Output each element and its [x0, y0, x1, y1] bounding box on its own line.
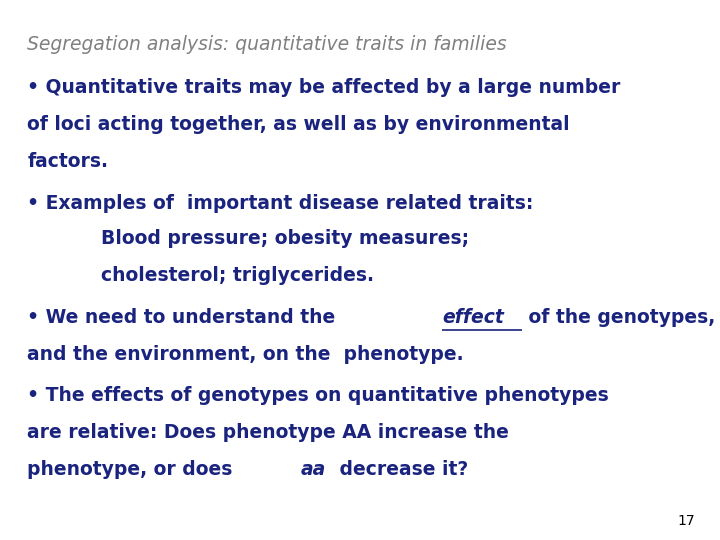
Text: cholesterol; triglycerides.: cholesterol; triglycerides. — [101, 266, 374, 285]
Text: factors.: factors. — [27, 152, 108, 171]
Text: of the genotypes,: of the genotypes, — [522, 308, 715, 327]
Text: Blood pressure; obesity measures;: Blood pressure; obesity measures; — [101, 230, 469, 248]
Text: and the environment, on the  phenotype.: and the environment, on the phenotype. — [27, 345, 464, 363]
Text: • Quantitative traits may be affected by a large number: • Quantitative traits may be affected by… — [27, 78, 621, 97]
Text: decrease it?: decrease it? — [333, 460, 469, 478]
Text: are relative: Does phenotype AA increase the: are relative: Does phenotype AA increase… — [27, 423, 509, 442]
Text: of loci acting together, as well as by environmental: of loci acting together, as well as by e… — [27, 115, 570, 134]
Text: • We need to understand the: • We need to understand the — [27, 308, 348, 327]
Text: • The effects of genotypes on quantitative phenotypes: • The effects of genotypes on quantitati… — [27, 386, 609, 405]
Text: Segregation analysis: quantitative traits in families: Segregation analysis: quantitative trait… — [27, 35, 507, 54]
Text: phenotype, or does: phenotype, or does — [27, 460, 239, 478]
Text: effect: effect — [442, 308, 504, 327]
Text: 17: 17 — [678, 514, 695, 528]
Text: • Examples of  important disease related traits:: • Examples of important disease related … — [27, 194, 534, 213]
Text: aa: aa — [301, 460, 326, 478]
